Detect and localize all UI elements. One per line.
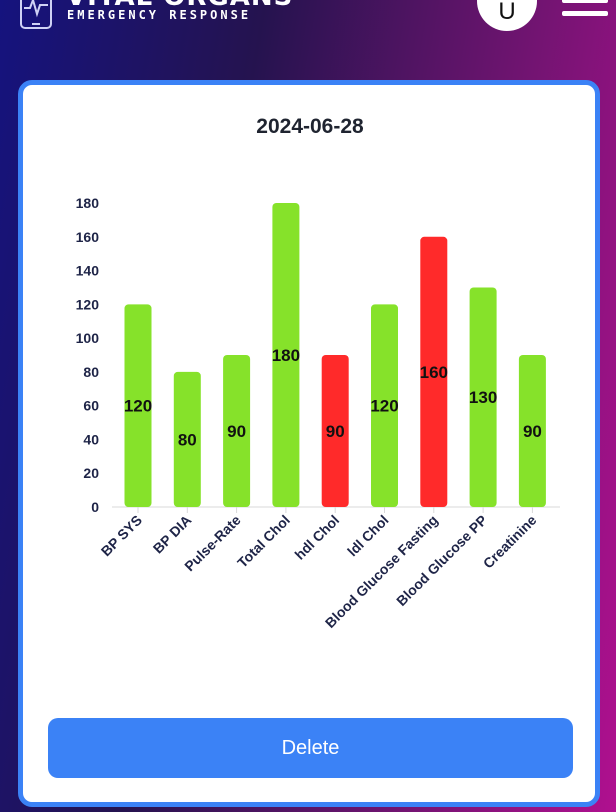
y-tick-label: 160 xyxy=(76,229,100,245)
x-tick-label: BP DIA xyxy=(150,512,195,557)
data-label: 160 xyxy=(420,363,448,382)
y-tick-label: 20 xyxy=(83,465,99,481)
bar xyxy=(469,287,497,507)
y-tick-label: 140 xyxy=(76,263,100,279)
bar xyxy=(223,355,251,507)
bar xyxy=(124,304,152,507)
data-label: 120 xyxy=(370,397,398,416)
brand-subtitle: EMERGENCY RESPONSE xyxy=(67,8,252,22)
bar xyxy=(420,236,448,507)
y-tick-label: 120 xyxy=(76,296,100,312)
x-tick-label: Creatinine xyxy=(480,512,540,572)
y-tick-label: 0 xyxy=(91,499,99,515)
bar xyxy=(173,371,201,507)
data-label: 90 xyxy=(523,422,542,441)
chart-title: 2024-06-28 xyxy=(256,115,364,138)
x-tick-label: hdl Chol xyxy=(291,512,342,563)
bar xyxy=(272,203,300,507)
brand-title: VITAL ORGANS xyxy=(66,0,293,12)
phone-heartbeat-logo-icon xyxy=(20,0,52,29)
avatar-initial: U xyxy=(498,0,516,25)
x-tick-label: ldl Chol xyxy=(344,512,392,560)
data-label: 90 xyxy=(227,422,246,441)
data-label: 80 xyxy=(178,430,197,449)
bar xyxy=(321,355,349,507)
app-header: VITAL ORGANS EMERGENCY RESPONSE U xyxy=(0,0,616,70)
y-tick-label: 100 xyxy=(76,330,100,346)
x-tick-label: Blood Glucose PP xyxy=(393,512,490,609)
y-tick-label: 60 xyxy=(83,398,99,414)
y-tick-label: 180 xyxy=(76,195,100,211)
data-label: 120 xyxy=(124,397,152,416)
data-label: 130 xyxy=(469,388,497,407)
hamburger-menu-icon[interactable] xyxy=(562,0,608,18)
data-label: 180 xyxy=(272,346,300,365)
data-label: 90 xyxy=(326,422,345,441)
y-tick-label: 40 xyxy=(83,431,99,447)
bar xyxy=(518,355,546,507)
bar xyxy=(371,304,398,507)
report-card xyxy=(18,80,600,807)
y-tick-label: 80 xyxy=(83,364,99,380)
delete-button[interactable]: Delete xyxy=(48,718,573,778)
x-tick-label: BP SYS xyxy=(98,512,145,559)
x-tick-label: Total Chol xyxy=(234,512,293,571)
